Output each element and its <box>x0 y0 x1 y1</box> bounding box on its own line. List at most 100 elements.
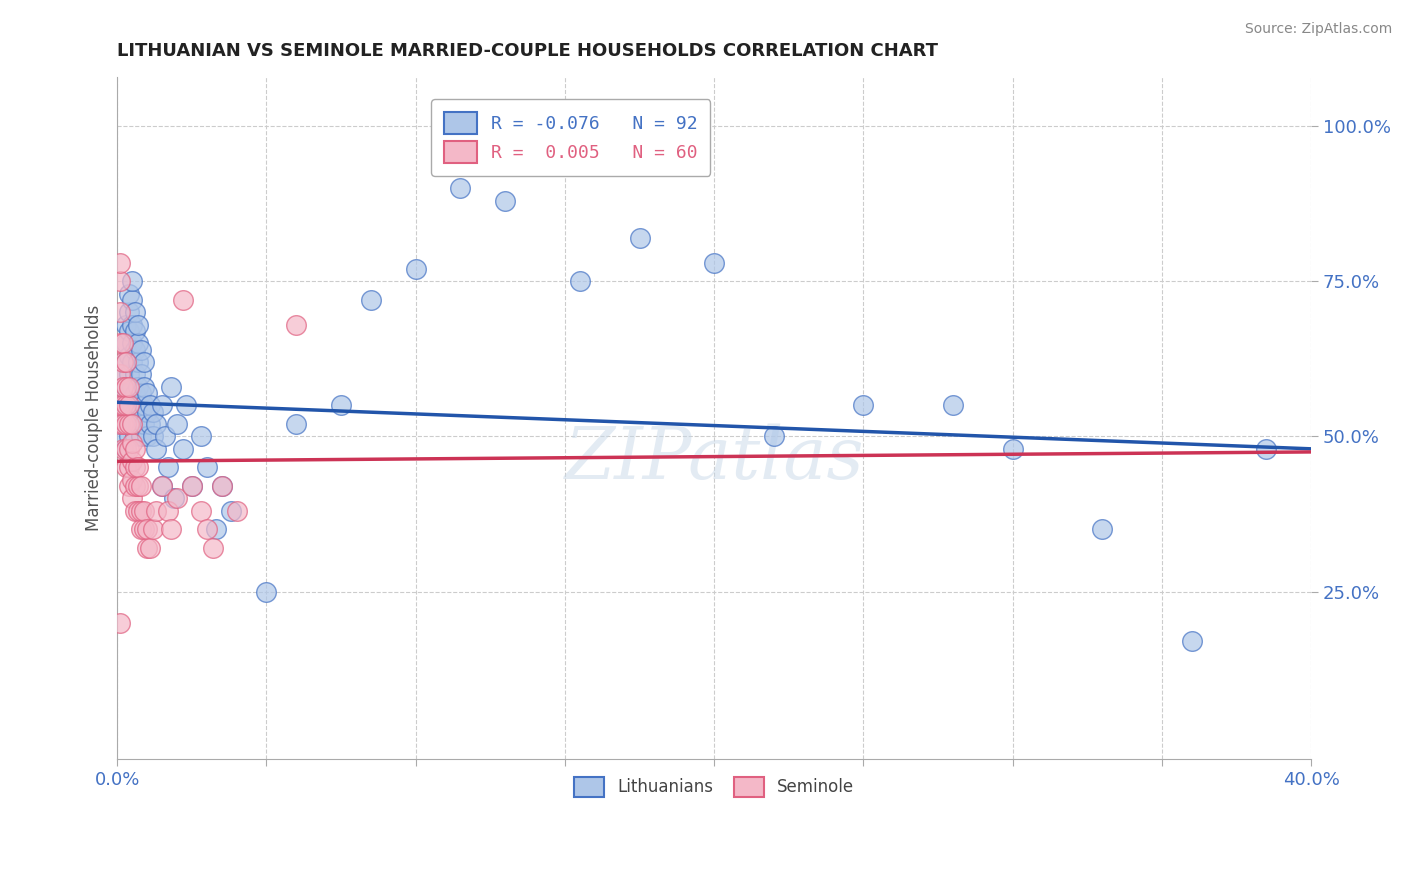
Point <box>201 541 224 555</box>
Point <box>118 368 141 382</box>
Point <box>129 479 152 493</box>
Point <box>115 380 138 394</box>
Point <box>142 523 165 537</box>
Point <box>129 404 152 418</box>
Point <box>132 504 155 518</box>
Point <box>195 460 218 475</box>
Point <box>121 454 143 468</box>
Point <box>127 460 149 475</box>
Point <box>150 479 173 493</box>
Point <box>1181 634 1204 648</box>
Point <box>256 584 278 599</box>
Text: ZIPatlas: ZIPatlas <box>564 424 865 494</box>
Point <box>190 429 212 443</box>
Point <box>121 417 143 431</box>
Point <box>121 435 143 450</box>
Point <box>127 398 149 412</box>
Point <box>121 380 143 394</box>
Point <box>115 398 138 412</box>
Point <box>124 442 146 456</box>
Point <box>139 417 162 431</box>
Point <box>124 504 146 518</box>
Point <box>450 181 472 195</box>
Point <box>762 429 785 443</box>
Point <box>112 398 135 412</box>
Point <box>127 336 149 351</box>
Point <box>115 318 138 332</box>
Point <box>112 410 135 425</box>
Point <box>127 380 149 394</box>
Point <box>115 355 138 369</box>
Point <box>150 398 173 412</box>
Point <box>112 355 135 369</box>
Point <box>118 398 141 412</box>
Point <box>127 417 149 431</box>
Point <box>190 504 212 518</box>
Point <box>108 305 131 319</box>
Point <box>112 429 135 443</box>
Point <box>285 318 308 332</box>
Point <box>145 442 167 456</box>
Point <box>1256 442 1278 456</box>
Point <box>132 380 155 394</box>
Point <box>225 504 247 518</box>
Point <box>127 355 149 369</box>
Point <box>124 343 146 357</box>
Point <box>121 318 143 332</box>
Point <box>118 305 141 319</box>
Point <box>115 355 138 369</box>
Point <box>129 504 152 518</box>
Point <box>852 398 875 412</box>
Point <box>211 479 233 493</box>
Point <box>1091 523 1114 537</box>
Point <box>166 417 188 431</box>
Point <box>115 380 138 394</box>
Point <box>129 368 152 382</box>
Point <box>108 336 131 351</box>
Point <box>129 343 152 357</box>
Point <box>115 417 138 431</box>
Point <box>219 504 242 518</box>
Point <box>628 231 651 245</box>
Point <box>139 541 162 555</box>
Point <box>118 286 141 301</box>
Point <box>121 293 143 307</box>
Text: LITHUANIAN VS SEMINOLE MARRIED-COUPLE HOUSEHOLDS CORRELATION CHART: LITHUANIAN VS SEMINOLE MARRIED-COUPLE HO… <box>117 42 938 60</box>
Point <box>129 386 152 401</box>
Point <box>118 404 141 418</box>
Point <box>195 523 218 537</box>
Point <box>129 429 152 443</box>
Point <box>124 368 146 382</box>
Point <box>142 404 165 418</box>
Point <box>108 417 131 431</box>
Point <box>156 504 179 518</box>
Point <box>172 442 194 456</box>
Point <box>124 429 146 443</box>
Point <box>136 429 159 443</box>
Point <box>115 442 138 456</box>
Point <box>166 491 188 506</box>
Point <box>121 417 143 431</box>
Point <box>160 380 183 394</box>
Point <box>121 473 143 487</box>
Point <box>132 417 155 431</box>
Point <box>136 386 159 401</box>
Text: Source: ZipAtlas.com: Source: ZipAtlas.com <box>1244 22 1392 37</box>
Point <box>112 336 135 351</box>
Point <box>112 368 135 382</box>
Point <box>136 541 159 555</box>
Point <box>118 460 141 475</box>
Point <box>121 355 143 369</box>
Point <box>703 256 725 270</box>
Point <box>108 417 131 431</box>
Point <box>132 523 155 537</box>
Point <box>115 442 138 456</box>
Point <box>405 261 427 276</box>
Point <box>160 523 183 537</box>
Point <box>121 274 143 288</box>
Point <box>942 398 965 412</box>
Legend: Lithuanians, Seminole: Lithuanians, Seminole <box>567 768 862 805</box>
Point <box>204 523 226 537</box>
Point <box>172 293 194 307</box>
Point <box>180 479 202 493</box>
